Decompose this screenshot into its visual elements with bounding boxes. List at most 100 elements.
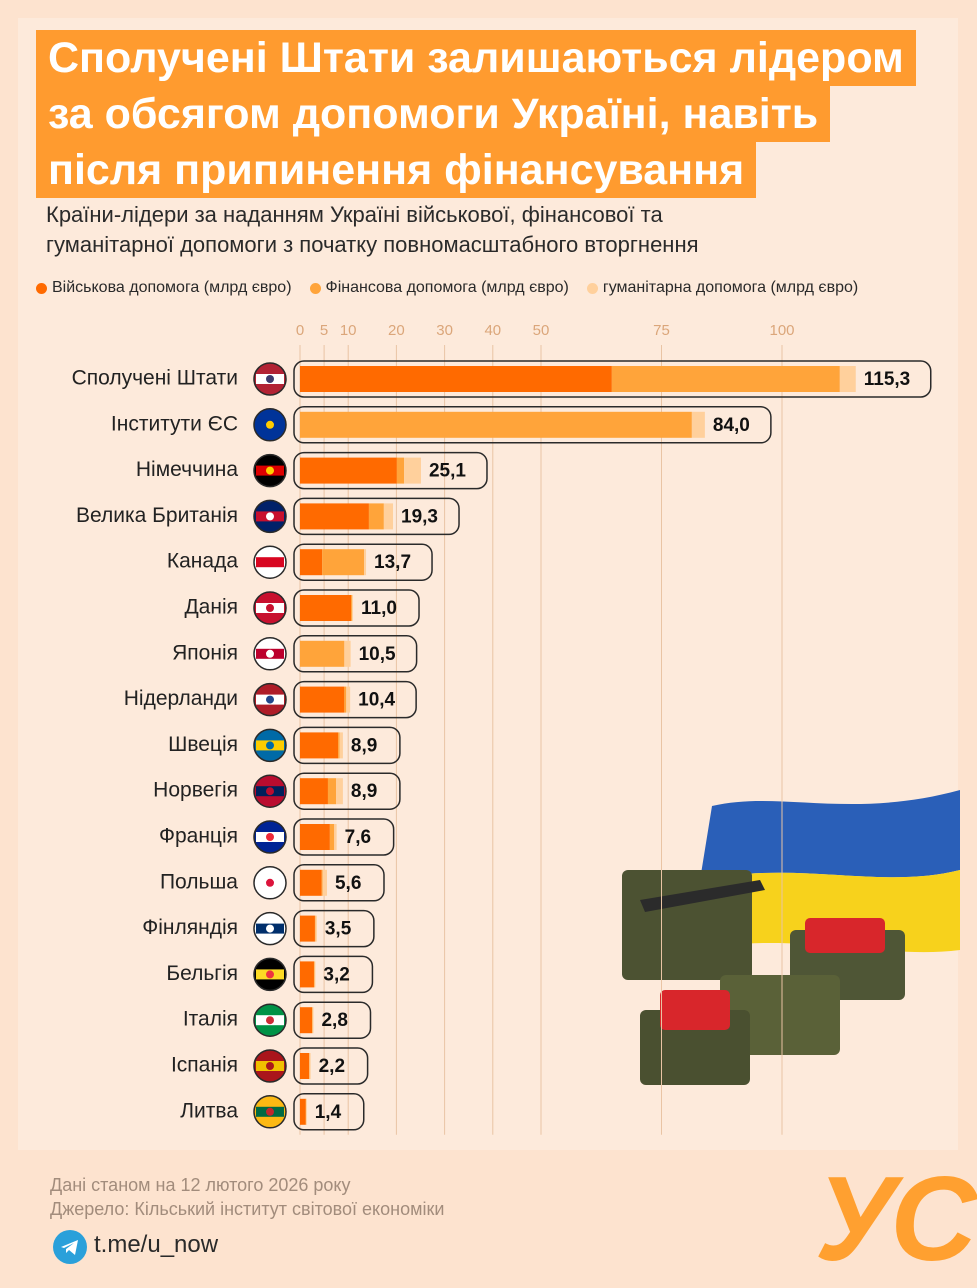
total-label: 2,8: [321, 1010, 347, 1031]
category-label: Інститути ЄС: [111, 412, 238, 435]
total-label: 19,3: [401, 506, 438, 527]
x-tick-label: 20: [388, 322, 405, 339]
total-label: 1,4: [315, 1102, 342, 1123]
bar-segment: [840, 366, 856, 392]
subtitle-line: гуманітарної допомоги з початку повномас…: [46, 230, 699, 260]
flag-dot: [266, 604, 274, 612]
bar-segment: [310, 1053, 311, 1079]
flag-dot: [266, 1062, 274, 1070]
bar-segment: [300, 366, 612, 392]
flag: [254, 729, 286, 761]
x-tick-label: 75: [653, 322, 670, 339]
category-label: Іспанія: [171, 1054, 238, 1077]
flag-dot: [266, 1108, 274, 1116]
bar-segment: [300, 732, 338, 758]
flag: [254, 684, 286, 716]
category-label: Німеччина: [136, 458, 238, 481]
category-label: Литва: [180, 1099, 238, 1122]
bar-segment: [300, 1053, 309, 1079]
bar-segment: [300, 595, 351, 621]
legend-swatch: [310, 283, 321, 294]
medkit: [805, 918, 885, 953]
bar-segment: [300, 916, 315, 942]
total-label: 8,9: [351, 781, 377, 802]
category-label: Японія: [172, 641, 238, 664]
total-label: 8,9: [351, 735, 377, 756]
title: Сполучені Штати залишаються лідером за о…: [36, 30, 916, 198]
category-label: Польша: [160, 870, 238, 893]
bar-segment: [330, 824, 334, 850]
total-label: 2,2: [319, 1056, 345, 1077]
flag: [254, 913, 286, 945]
legend-swatch: [36, 283, 47, 294]
x-tick-label: 100: [769, 322, 794, 339]
bar-segment: [322, 549, 364, 575]
flag-dot: [266, 970, 274, 978]
flag: [254, 1004, 286, 1036]
flag-dot: [266, 650, 274, 658]
bar-segment: [384, 503, 393, 529]
link[interactable]: t.me/u_now: [94, 1231, 218, 1259]
flag: [254, 592, 286, 624]
legend-item: Фінансова допомога (млрд євро): [310, 279, 569, 297]
flag-dot: [266, 467, 274, 475]
bar-segment: [351, 595, 352, 621]
total-label: 10,5: [359, 644, 396, 665]
flag: [254, 638, 286, 670]
x-tick-label: 50: [533, 322, 550, 339]
total-label: 11,0: [361, 598, 397, 619]
note: Джерело: Кільський інститут світової еко…: [50, 1197, 444, 1221]
flag-dot: [266, 512, 274, 520]
bar-segment: [315, 916, 316, 942]
title-line: за обсягом допомоги Україні, навіть: [36, 86, 830, 142]
telegram-icon: [52, 1229, 88, 1265]
bar-segment: [340, 732, 343, 758]
total-label: 115,3: [864, 369, 911, 390]
flag-dot: [266, 879, 274, 887]
legend-label: Фінансова допомога (млрд євро): [326, 279, 569, 297]
category-label: Франція: [159, 825, 238, 848]
flag: [254, 1050, 286, 1082]
bar-segment: [300, 687, 344, 713]
note: Дані станом на 12 лютого 2026 року: [50, 1173, 444, 1197]
title-line: Сполучені Штати залишаються лідером: [36, 30, 916, 86]
flag-dot: [266, 375, 274, 383]
legend-label: Військова допомога (млрд євро): [52, 279, 292, 297]
flag: [254, 546, 286, 578]
total-label: 7,6: [345, 827, 371, 848]
category-label: Данія: [184, 596, 238, 619]
flag-dot: [266, 787, 274, 795]
bar-segment: [300, 503, 369, 529]
x-tick-label: 30: [436, 322, 453, 339]
title-line: після припинення фінансування: [36, 142, 756, 198]
bar-segment: [300, 870, 322, 896]
total-label: 13,7: [374, 552, 411, 573]
bar-segment: [404, 458, 421, 484]
category-label: Швеція: [168, 733, 238, 756]
flag-dot: [266, 1016, 274, 1024]
bar-segment: [300, 1007, 312, 1033]
x-tick-label: 40: [484, 322, 501, 339]
bar-segment: [314, 961, 315, 987]
category-label: Італія: [183, 1008, 238, 1031]
illustration: [622, 790, 960, 1085]
bar-segment: [369, 503, 384, 529]
bar-segment: [344, 641, 350, 667]
flag-dot: [266, 696, 274, 704]
medkit: [660, 990, 730, 1030]
category-label: Канада: [167, 550, 238, 573]
logo: УС: [815, 1150, 971, 1288]
flag: [254, 1096, 286, 1128]
flag: [254, 867, 286, 899]
category-label: Сполучені Штати: [72, 367, 238, 390]
total-label: 3,5: [325, 919, 352, 940]
bar-segment: [344, 687, 346, 713]
bar-segment: [364, 549, 366, 575]
flag: [254, 455, 286, 487]
legend-label: гуманітарна допомога (млрд євро): [603, 279, 858, 297]
total-label: 25,1: [429, 461, 466, 482]
legend-item: Військова допомога (млрд євро): [36, 279, 292, 297]
x-tick-label: 0: [296, 322, 304, 339]
flag: [254, 363, 286, 395]
